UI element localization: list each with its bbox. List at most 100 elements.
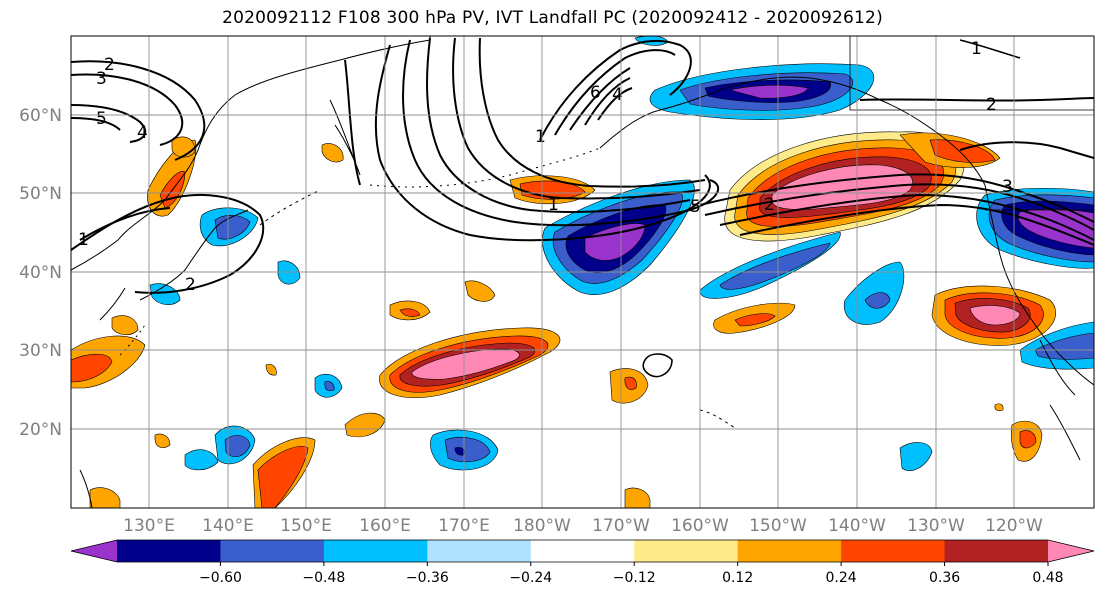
colorbar-segment	[841, 540, 946, 562]
pv-contour-ridge-1	[539, 39, 692, 141]
lon-label-120w: 120°W	[985, 516, 1043, 536]
coastline-baja	[1039, 339, 1076, 396]
pv-contour-ridge-5	[597, 87, 633, 121]
pv-contour-jet-4	[739, 203, 1094, 246]
gridlines	[71, 36, 1094, 508]
pv-contour-trough-2	[402, 39, 720, 227]
coastline-philippines	[79, 469, 93, 508]
pv-label-6: 6	[590, 83, 601, 103]
lat-label-50n: 50°N	[19, 184, 62, 204]
lon-label-140e: 140°E	[202, 516, 254, 536]
pv-label-3: 3	[96, 69, 107, 89]
pv-contour-a	[71, 60, 206, 161]
lon-label-180w: 180°W	[513, 516, 571, 536]
pv-contour-trough-3	[426, 37, 691, 213]
pv-label-5a: 5	[96, 109, 107, 129]
colorbar-tick-label: 0.48	[1032, 570, 1063, 586]
colorbar-segment	[427, 540, 532, 562]
colorbar-segment	[634, 540, 739, 562]
pv-contour-e	[71, 194, 265, 294]
coastline-kamchatka	[329, 99, 361, 176]
coastline-mexico	[1049, 404, 1081, 461]
pv-contour-trough-6	[344, 59, 361, 186]
colorbar-tick-label: −0.60	[199, 570, 242, 586]
pv-contour-f	[79, 207, 171, 241]
colorbar-tick-label: −0.12	[613, 570, 656, 586]
colorbar-segment	[737, 540, 842, 562]
coastline-asia	[71, 36, 431, 271]
colorbar-segment	[944, 540, 1049, 562]
pv-label-1b: 1	[535, 127, 546, 147]
latitude-labels: 60°N 50°N 40°N 30°N 20°N	[19, 106, 62, 440]
colorbar-segment	[323, 540, 428, 562]
colorbar-tick-label: −0.24	[509, 570, 552, 586]
pv-contour-trough-1	[374, 44, 711, 242]
pv-contour-ridge-2	[554, 49, 676, 136]
plot-frame	[70, 35, 1095, 509]
pv-label-1c: 1	[548, 195, 559, 215]
pv-label-4a: 4	[137, 123, 148, 143]
colorbar-tick-label: −0.48	[302, 570, 345, 586]
coastline-alaska	[599, 76, 986, 186]
colorbar-tick-label: 0.12	[722, 570, 753, 586]
ivt-anomaly-fill	[71, 36, 1094, 508]
lat-label-60n: 60°N	[19, 106, 62, 126]
lon-label-130w: 130°W	[907, 516, 965, 536]
longitude-labels: 130°E 140°E 150°E 160°E 170°E 180°W 170°…	[123, 516, 1043, 536]
pv-label-2b: 2	[185, 275, 196, 295]
lon-label-170e: 170°E	[438, 516, 490, 536]
pv-label-4b: 4	[612, 85, 623, 105]
colorbar: −0.60 −0.48 −0.36 −0.24 −0.12 0.12 0.24 0.36 0.4…	[70, 539, 1095, 586]
pv-label-1d: 1	[971, 39, 982, 59]
pv-label-2d: 2	[986, 95, 997, 115]
coastline-north-america	[984, 184, 1094, 386]
colorbar-arrow-max	[1048, 540, 1094, 562]
lat-label-40n: 40°N	[19, 263, 62, 283]
lon-label-170w: 170°W	[592, 516, 650, 536]
pv-contour-jet-2	[704, 183, 1094, 231]
colorbar-segment	[117, 540, 221, 562]
pv-contour-trough-5	[478, 37, 706, 188]
lon-label-140w: 140°W	[828, 516, 886, 536]
pv-contour-d	[71, 117, 121, 131]
pv-contour-b	[71, 73, 184, 146]
pv-label-1a: 1	[78, 230, 89, 250]
border-alaska	[849, 36, 1094, 111]
coastline-japan	[139, 209, 249, 301]
pv-contour-small	[642, 353, 673, 378]
pv-contour-ridge-3	[569, 67, 631, 131]
pv-contour-labels: 2 3 5 4 1 2 1 6 4 1 5 2 2 3 1	[78, 39, 1013, 295]
lon-label-160e: 160°E	[359, 516, 411, 536]
pv-contour-jet-3	[719, 193, 1094, 241]
islands-hawaii	[699, 409, 736, 429]
pv-label-5b: 5	[690, 197, 701, 217]
colorbar-tick-label: 0.36	[929, 570, 960, 586]
colorbar-outline	[70, 539, 1095, 563]
pv-contours	[71, 37, 1094, 378]
colorbar-tick-label: −0.36	[406, 570, 449, 586]
pv-label-2a: 2	[104, 55, 115, 75]
coastlines	[71, 36, 1094, 508]
colorbar-arrow-min	[71, 540, 117, 562]
pv-label-2c: 2	[764, 195, 775, 215]
lon-label-150w: 150°W	[749, 516, 807, 536]
colorbar-segment	[220, 540, 325, 562]
lon-label-150e: 150°E	[280, 516, 332, 536]
pv-contour-ridge-4	[584, 77, 631, 126]
map-title: 2020092112 F108 300 hPa PV, IVT Landfall…	[222, 8, 883, 28]
pv-contour-c	[71, 104, 147, 143]
pv-contour-trough-4	[452, 37, 701, 200]
lon-label-130e: 130°E	[123, 516, 175, 536]
pv-contour-north-2	[959, 141, 1094, 159]
coastline-aleutians	[369, 147, 601, 188]
coastline-korea	[99, 287, 126, 321]
lat-label-20n: 20°N	[19, 420, 62, 440]
lon-label-160w: 160°W	[671, 516, 729, 536]
pv-contour-top-right	[959, 39, 1021, 59]
map-plot-area: 2 3 5 4 1 2 1 6 4 1 5 2 2 3 1	[71, 36, 1094, 508]
colorbar-segment	[530, 540, 635, 562]
lat-label-30n: 30°N	[19, 341, 62, 361]
colorbar-tick-label: 0.24	[826, 570, 857, 586]
pv-label-3b: 3	[1002, 177, 1013, 197]
